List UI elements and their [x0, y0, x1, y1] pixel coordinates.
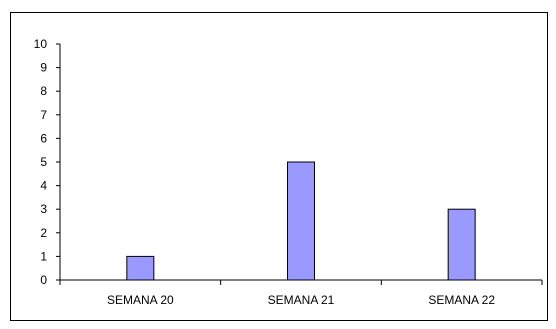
x-tick-label: SEMANA 22: [428, 293, 495, 307]
x-tick-label: SEMANA 20: [107, 293, 174, 307]
y-tick-label: 4: [40, 179, 47, 193]
y-tick-label: 7: [40, 108, 47, 122]
y-tick-label: 2: [40, 226, 47, 240]
y-tick-label: 8: [40, 84, 47, 98]
y-tick-label: 0: [40, 273, 47, 287]
bar-semana-21: [287, 161, 315, 281]
y-tick-label: 9: [40, 61, 47, 75]
x-tick-label: SEMANA 21: [268, 293, 335, 307]
y-tick-label: 5: [40, 155, 47, 169]
y-tick-label: 6: [40, 131, 47, 145]
y-tick-label: 3: [40, 202, 47, 216]
x-axis: SEMANA 20 SEMANA 21 SEMANA 22: [59, 279, 543, 307]
bars: [126, 161, 476, 281]
y-axis: 0 1 2 3 4 5 6 7 8 9 10: [34, 37, 61, 287]
bar-semana-22: [447, 208, 476, 281]
y-tick-label: 1: [40, 249, 47, 263]
y-tick-label: 10: [34, 37, 48, 51]
bar-semana-20: [126, 255, 155, 281]
